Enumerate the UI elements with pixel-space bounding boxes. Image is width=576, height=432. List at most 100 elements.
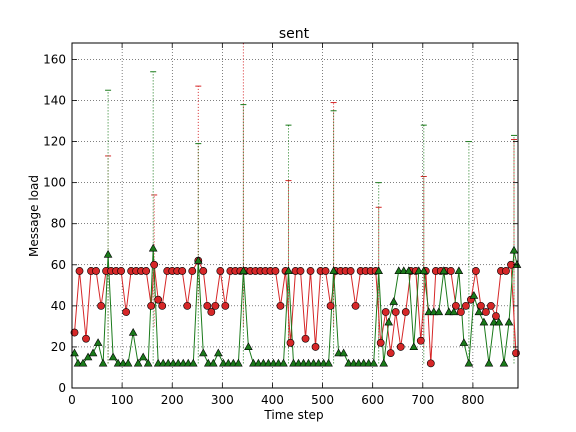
data-point-red	[203, 301, 212, 310]
data-point-green	[324, 358, 333, 367]
y-axis: 0 20 40 60 80 100 120 140 160	[43, 52, 518, 395]
y-tick-label: 160	[43, 52, 66, 66]
data-point-red	[301, 334, 310, 343]
y-tick-label: 120	[43, 135, 66, 149]
data-point-red	[271, 267, 280, 275]
y-tick-label: 40	[51, 299, 66, 313]
data-point-green	[509, 245, 519, 254]
data-point-red	[426, 359, 435, 368]
data-point-red	[154, 295, 163, 304]
data-point-green	[98, 358, 108, 367]
data-point-red	[117, 267, 126, 275]
data-point-red	[311, 343, 320, 351]
data-point-green	[499, 358, 509, 367]
data-point-green	[384, 317, 394, 326]
data-point-green	[234, 358, 243, 367]
data-point-green	[449, 307, 459, 316]
y-tick-label: 20	[51, 340, 66, 354]
data-point-red	[211, 301, 220, 310]
data-point-green	[474, 307, 484, 316]
x-axis: 0 100 200 300 400 500 600 700 800	[68, 43, 484, 407]
y-tick-label: 140	[43, 94, 66, 108]
data-point-red	[207, 308, 216, 316]
data-point-green	[464, 358, 474, 367]
x-tick-label: 600	[361, 393, 384, 407]
x-tick-label: 300	[211, 393, 234, 407]
data-point-green	[374, 266, 383, 275]
data-point-red	[461, 301, 470, 310]
data-point-green	[379, 358, 389, 367]
data-point-green	[103, 249, 113, 258]
series-layer	[70, 243, 522, 368]
data-point-green	[239, 266, 248, 275]
x-tick-label: 0	[68, 393, 76, 407]
data-point-red	[97, 301, 105, 310]
data-point-green	[244, 342, 253, 351]
plot-border	[71, 42, 519, 389]
x-tick-label: 100	[111, 393, 134, 407]
data-point-red	[446, 267, 455, 275]
data-point-green	[148, 243, 158, 252]
data-point-red	[276, 301, 285, 310]
data-point-red	[346, 267, 355, 275]
data-point-green	[484, 358, 494, 367]
data-point-green	[439, 266, 449, 275]
data-point-red	[150, 260, 159, 269]
y-tick-label: 100	[43, 176, 66, 190]
data-point-green	[389, 297, 399, 305]
data-point-green	[193, 256, 203, 264]
data-point-red	[351, 301, 360, 310]
data-point-red	[306, 267, 315, 275]
y-tick-label: 60	[51, 258, 66, 272]
data-point-green	[198, 348, 208, 357]
plot-frame	[71, 42, 519, 389]
data-point-red	[82, 334, 90, 343]
data-point-red	[326, 301, 335, 310]
data-point-red	[183, 301, 192, 310]
data-point-red	[70, 328, 79, 337]
data-point-green	[459, 338, 469, 346]
data-point-red	[396, 343, 405, 351]
chart-title: sent	[279, 26, 310, 42]
data-point-red	[221, 301, 230, 310]
data-point-red	[482, 308, 490, 316]
data-point-green	[123, 358, 133, 367]
data-point-red	[296, 267, 305, 275]
y-axis-label: Message load	[27, 175, 41, 257]
data-point-red	[147, 301, 156, 310]
data-point-red	[391, 308, 400, 316]
data-point-green	[369, 358, 378, 367]
data-point-red	[512, 349, 520, 357]
x-tick-label: 700	[411, 393, 434, 407]
data-point-green	[284, 266, 293, 275]
data-point-red	[386, 349, 395, 357]
data-point-red	[286, 338, 295, 347]
data-point-green	[188, 358, 198, 367]
data-point-green	[108, 352, 118, 361]
x-tick-label: 400	[261, 393, 284, 407]
error-bars	[105, 42, 517, 364]
data-point-green	[339, 348, 348, 357]
data-point-green	[404, 266, 414, 275]
data-point-red	[158, 301, 167, 310]
x-tick-label: 200	[161, 393, 184, 407]
data-point-red	[188, 267, 197, 275]
data-point-green	[214, 348, 223, 357]
data-point-red	[321, 267, 330, 275]
data-point-red	[492, 312, 500, 321]
data-point-green	[409, 342, 419, 351]
data-point-green	[209, 358, 218, 367]
data-point-green	[128, 327, 138, 336]
x-tick-label: 800	[461, 393, 484, 407]
x-tick-label: 500	[311, 393, 334, 407]
data-point-red	[416, 336, 425, 345]
data-point-red	[456, 308, 465, 316]
data-point-red	[376, 338, 385, 347]
data-point-green	[479, 317, 489, 326]
data-point-green	[70, 348, 79, 357]
data-point-red	[477, 301, 485, 310]
x-axis-label: Time step	[263, 408, 323, 422]
data-point-green	[133, 358, 143, 367]
data-point-green	[512, 260, 522, 268]
